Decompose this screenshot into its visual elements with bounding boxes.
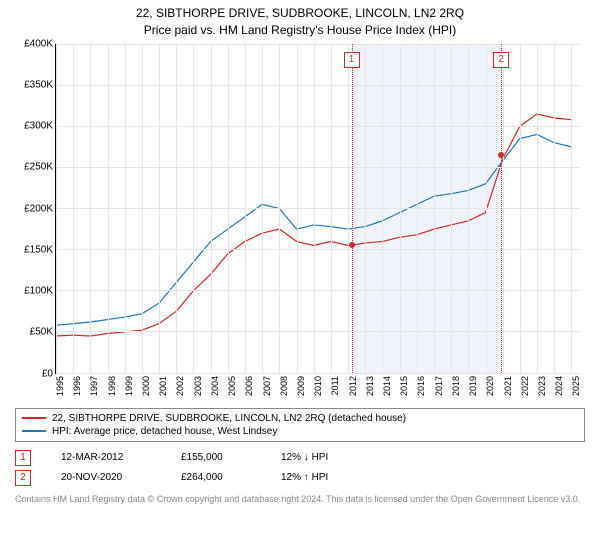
x-tick: 1995 — [55, 376, 65, 396]
x-tick: 2016 — [416, 376, 426, 396]
x-tick: 2021 — [503, 376, 513, 396]
price-marker — [349, 242, 355, 248]
y-tick: £50K — [30, 327, 53, 338]
title-line1: 22, SIBTHORPE DRIVE, SUDBROOKE, LINCOLN,… — [15, 5, 585, 22]
x-tick: 2014 — [382, 376, 392, 396]
footer-text: Contains HM Land Registry data © Crown c… — [15, 494, 585, 506]
title-line2: Price paid vs. HM Land Registry's House … — [15, 22, 585, 39]
x-tick: 2022 — [520, 376, 530, 396]
marker-table: 1 12-MAR-2012 £155,000 12% ↓ HPI 2 20-NOV-202… — [15, 448, 585, 488]
x-tick: 2004 — [210, 376, 220, 396]
legend-label: HPI: Average price, detached house, West… — [52, 426, 277, 437]
x-axis: 1995 1996 1997 1998 1999 2000 2001 2002 2003 2004… — [55, 374, 580, 404]
chart-title: 22, SIBTHORPE DRIVE, SUDBROOKE, LINCOLN,… — [15, 5, 585, 39]
x-tick: 2019 — [468, 376, 478, 396]
x-tick: 2023 — [537, 376, 547, 396]
x-tick: 2002 — [175, 376, 185, 396]
x-tick: 2020 — [485, 376, 495, 396]
legend-label: 22, SIBTHORPE DRIVE, SUDBROOKE, LINCOLN,… — [52, 413, 406, 424]
marker-num-icon: 2 — [15, 470, 31, 486]
y-tick: £250K — [24, 162, 53, 173]
x-tick: 2000 — [141, 376, 151, 396]
marker-date: 20-NOV-2020 — [61, 472, 151, 483]
x-tick: 2001 — [158, 376, 168, 396]
x-tick: 2018 — [451, 376, 461, 396]
x-tick: 2007 — [262, 376, 272, 396]
x-tick: 1997 — [89, 376, 99, 396]
x-tick: 2011 — [330, 376, 340, 395]
marker-num-icon: 1 — [15, 450, 31, 466]
marker-price: £264,000 — [181, 472, 251, 483]
y-tick: £300K — [24, 121, 53, 132]
x-tick: 2025 — [571, 376, 581, 396]
x-tick: 1996 — [72, 376, 82, 396]
legend-swatch — [22, 430, 46, 432]
x-tick: 2009 — [296, 376, 306, 396]
y-tick: £350K — [24, 79, 53, 90]
x-tick: 2005 — [227, 376, 237, 396]
legend-row: 22, SIBTHORPE DRIVE, SUDBROOKE, LINCOLN,… — [22, 412, 578, 425]
plot-area: 12 — [55, 44, 580, 374]
marker-row: 1 12-MAR-2012 £155,000 12% ↓ HPI — [15, 448, 585, 468]
y-tick: £100K — [24, 286, 53, 297]
y-tick: £200K — [24, 203, 53, 214]
marker-row: 2 20-NOV-2020 £264,000 12% ↑ HPI — [15, 468, 585, 488]
x-tick: 1998 — [107, 376, 117, 396]
marker-delta: 12% ↑ HPI — [281, 472, 328, 483]
x-tick: 2015 — [399, 376, 409, 396]
chart: £0£50K£100K£150K£200K£250K£300K£350K£400… — [15, 44, 585, 404]
legend-swatch — [22, 417, 46, 419]
legend: 22, SIBTHORPE DRIVE, SUDBROOKE, LINCOLN,… — [15, 408, 585, 442]
x-tick: 2013 — [365, 376, 375, 396]
marker-badge: 1 — [344, 52, 360, 68]
x-tick: 2003 — [193, 376, 203, 396]
y-tick: £400K — [24, 38, 53, 49]
marker-delta: 12% ↓ HPI — [281, 452, 328, 463]
x-tick: 2012 — [348, 376, 358, 396]
x-tick: 2024 — [554, 376, 564, 396]
y-axis: £0£50K£100K£150K£200K£250K£300K£350K£400… — [15, 44, 55, 374]
y-tick: £0 — [42, 368, 53, 379]
x-tick: 2010 — [313, 376, 323, 396]
x-tick: 2006 — [244, 376, 254, 396]
x-tick: 2017 — [434, 376, 444, 396]
marker-price: £155,000 — [181, 452, 251, 463]
marker-date: 12-MAR-2012 — [61, 452, 151, 463]
marker-badge: 2 — [493, 52, 509, 68]
y-tick: £150K — [24, 244, 53, 255]
x-tick: 1999 — [124, 376, 134, 396]
x-tick: 2008 — [279, 376, 289, 396]
legend-row: HPI: Average price, detached house, West… — [22, 425, 578, 438]
price-marker — [498, 152, 504, 158]
